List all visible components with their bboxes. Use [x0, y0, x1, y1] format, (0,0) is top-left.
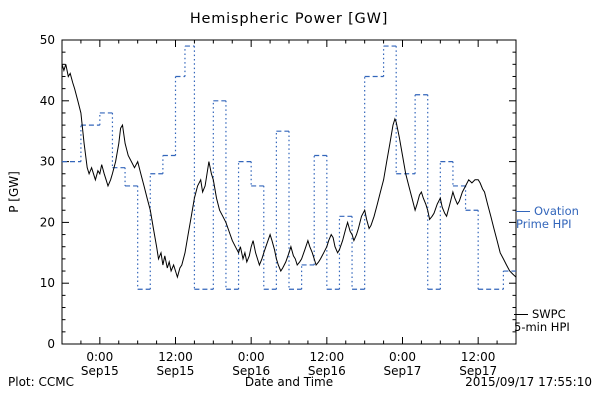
- chart-title: Hemispheric Power [GW]: [189, 11, 389, 27]
- x-tick-date-label: Sep17: [384, 364, 422, 378]
- legend-ovation: Ovation Prime HPI: [516, 205, 579, 231]
- x-tick-date-label: Sep16: [232, 364, 270, 378]
- legend-swpc-label-line2: 5-min HPI: [514, 320, 570, 334]
- y-tick-label: 0: [47, 337, 55, 351]
- legend-ovation-label-line1: Ovation: [534, 204, 579, 218]
- x-tick-time-label: 12:00: [310, 350, 345, 364]
- x-tick-time-label: 12:00: [461, 350, 496, 364]
- swpc-line: [61, 64, 517, 279]
- swpc-line-sample-icon: [514, 314, 528, 315]
- ovation-line-sample-icon: [516, 211, 530, 212]
- y-tick-label: 20: [40, 215, 55, 229]
- ovation-step-line: [62, 45, 516, 290]
- y-tick-label: 30: [40, 155, 55, 169]
- x-tick-date-label: Sep15: [157, 364, 195, 378]
- y-axis-label: P [GW]: [7, 171, 21, 213]
- x-tick-time-label: 12:00: [158, 350, 193, 364]
- y-tick-label: 10: [40, 276, 55, 290]
- x-tick-date-label: Sep16: [308, 364, 346, 378]
- x-tick-time-label: 0:00: [389, 350, 416, 364]
- y-tick-label: 40: [40, 94, 55, 108]
- x-tick-date-label: Sep15: [81, 364, 119, 378]
- y-tick-label: 50: [40, 33, 55, 47]
- plot-credit: Plot: CCMC: [8, 375, 74, 389]
- x-tick-date-label: Sep17: [459, 364, 497, 378]
- x-tick-time-label: 0:00: [238, 350, 265, 364]
- x-tick-time-label: 0:00: [86, 350, 113, 364]
- legend-swpc: SWPC 5-min HPI: [514, 308, 570, 334]
- legend-ovation-label-line2: Prime HPI: [516, 217, 572, 231]
- timestamp: 2015/09/17 17:55:10: [465, 375, 592, 389]
- legend-swpc-label-line1: SWPC: [532, 307, 566, 321]
- x-axis-label: Date and Time: [244, 375, 334, 389]
